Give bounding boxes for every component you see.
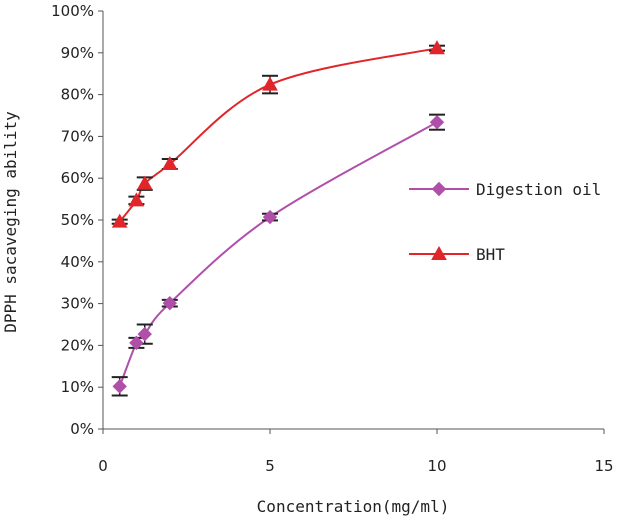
y-tick-label: 90%	[61, 44, 94, 62]
digestion-oil-legend-marker	[431, 181, 447, 197]
x-axis-title: Concentration(mg/ml)	[257, 497, 450, 516]
digestion-oil-point	[262, 209, 278, 225]
x-tick-label: 0	[98, 457, 108, 475]
x-tick-label: 10	[427, 457, 446, 475]
y-tick-label: 10%	[61, 378, 94, 396]
bht-legend-marker	[431, 245, 447, 260]
y-tick-label: 20%	[61, 336, 94, 354]
y-tick-label: 30%	[61, 295, 94, 313]
digestion-oil-point	[162, 295, 178, 311]
y-tick-label: 50%	[61, 211, 94, 229]
digestion-oil-point	[429, 114, 445, 130]
y-axis-title: DPPH sacaveging ability	[1, 111, 20, 333]
y-tick-label: 100%	[51, 2, 94, 20]
bht-line	[118, 47, 438, 223]
x-tick-label: 15	[594, 457, 613, 475]
y-tick-label: 0%	[70, 420, 94, 438]
y-tick-label: 60%	[61, 169, 94, 187]
bht-point	[262, 76, 278, 91]
bht-point	[429, 40, 445, 55]
digestion-oil-legend-label: Digestion oil	[476, 180, 601, 199]
y-tick-label: 70%	[61, 127, 94, 145]
digestion-oil-point	[112, 379, 127, 394]
bht-point	[128, 192, 145, 207]
y-tick-label: 80%	[61, 86, 94, 104]
bht-point	[136, 175, 153, 190]
bht-point	[161, 155, 178, 170]
plot-area: 0% 10% 20% 30% 40% 50% 60% 70% 80% 90% 100% 0 5 10 15 D…	[51, 2, 613, 475]
digestion-oil-point	[137, 326, 152, 342]
digestion-oil-point	[129, 335, 144, 351]
bht-point	[111, 213, 128, 228]
x-tick-label: 5	[265, 457, 275, 475]
bht-legend-label: BHT	[476, 245, 505, 264]
y-tick-label: 40%	[61, 253, 94, 271]
